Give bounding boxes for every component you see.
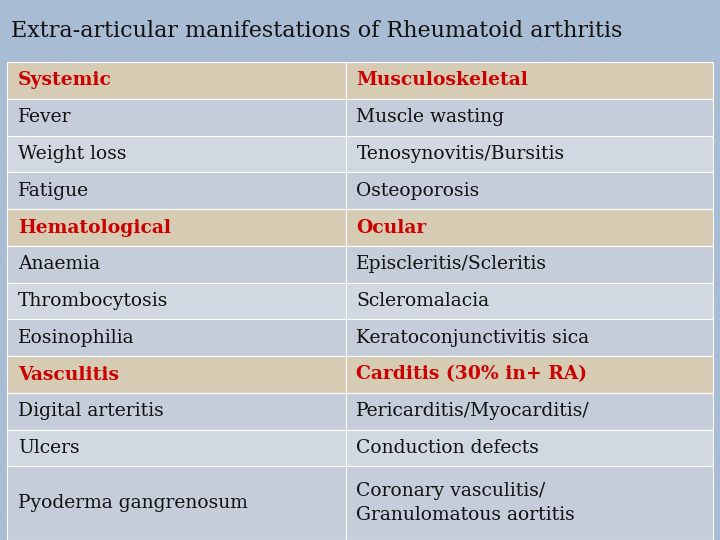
Text: Anaemia: Anaemia bbox=[18, 255, 100, 273]
Text: Digital arteritis: Digital arteritis bbox=[18, 402, 163, 420]
Bar bbox=[7, 356, 346, 393]
Bar bbox=[346, 320, 713, 356]
Text: Osteoporosis: Osteoporosis bbox=[356, 182, 480, 200]
Bar bbox=[346, 62, 713, 99]
Text: Eosinophilia: Eosinophilia bbox=[18, 329, 135, 347]
Bar bbox=[346, 209, 713, 246]
Text: Fatigue: Fatigue bbox=[18, 182, 89, 200]
Text: Vasculitis: Vasculitis bbox=[18, 366, 119, 383]
Bar bbox=[346, 356, 713, 393]
Bar bbox=[7, 467, 346, 540]
Text: Weight loss: Weight loss bbox=[18, 145, 127, 163]
Text: Extra-articular manifestations of Rheumatoid arthritis: Extra-articular manifestations of Rheuma… bbox=[11, 20, 622, 42]
Text: Thrombocytosis: Thrombocytosis bbox=[18, 292, 168, 310]
Bar bbox=[7, 62, 346, 99]
Bar bbox=[346, 393, 713, 430]
Text: Fever: Fever bbox=[18, 108, 71, 126]
Text: Systemic: Systemic bbox=[18, 71, 112, 90]
Text: Tenosynovitis/Bursitis: Tenosynovitis/Bursitis bbox=[356, 145, 564, 163]
Text: Coronary vasculitis/
Granulomatous aortitis: Coronary vasculitis/ Granulomatous aorti… bbox=[356, 482, 575, 524]
Bar bbox=[7, 172, 346, 209]
Text: Carditis (30% in+ RA): Carditis (30% in+ RA) bbox=[356, 366, 588, 383]
Bar bbox=[7, 320, 346, 356]
Bar bbox=[346, 430, 713, 467]
Text: Pericarditis/Myocarditis/: Pericarditis/Myocarditis/ bbox=[356, 402, 590, 420]
Text: Ocular: Ocular bbox=[356, 219, 427, 237]
Bar bbox=[7, 209, 346, 246]
Text: Ulcers: Ulcers bbox=[18, 439, 80, 457]
Bar bbox=[7, 282, 346, 320]
Text: Muscle wasting: Muscle wasting bbox=[356, 108, 505, 126]
Text: Episcleritis/Scleritis: Episcleritis/Scleritis bbox=[356, 255, 547, 273]
Text: Hematological: Hematological bbox=[18, 219, 171, 237]
Bar bbox=[346, 246, 713, 282]
Bar bbox=[7, 99, 346, 136]
Text: Conduction defects: Conduction defects bbox=[356, 439, 539, 457]
Bar bbox=[7, 430, 346, 467]
Bar bbox=[7, 393, 346, 430]
Bar bbox=[7, 136, 346, 172]
Text: Pyoderma gangrenosum: Pyoderma gangrenosum bbox=[18, 494, 248, 512]
Bar bbox=[346, 282, 713, 320]
Text: Scleromalacia: Scleromalacia bbox=[356, 292, 490, 310]
Bar bbox=[7, 246, 346, 282]
Bar bbox=[346, 136, 713, 172]
Text: Keratoconjunctivitis sica: Keratoconjunctivitis sica bbox=[356, 329, 590, 347]
Bar bbox=[346, 467, 713, 540]
Bar bbox=[346, 99, 713, 136]
Text: Musculoskeletal: Musculoskeletal bbox=[356, 71, 528, 90]
Bar bbox=[346, 172, 713, 209]
